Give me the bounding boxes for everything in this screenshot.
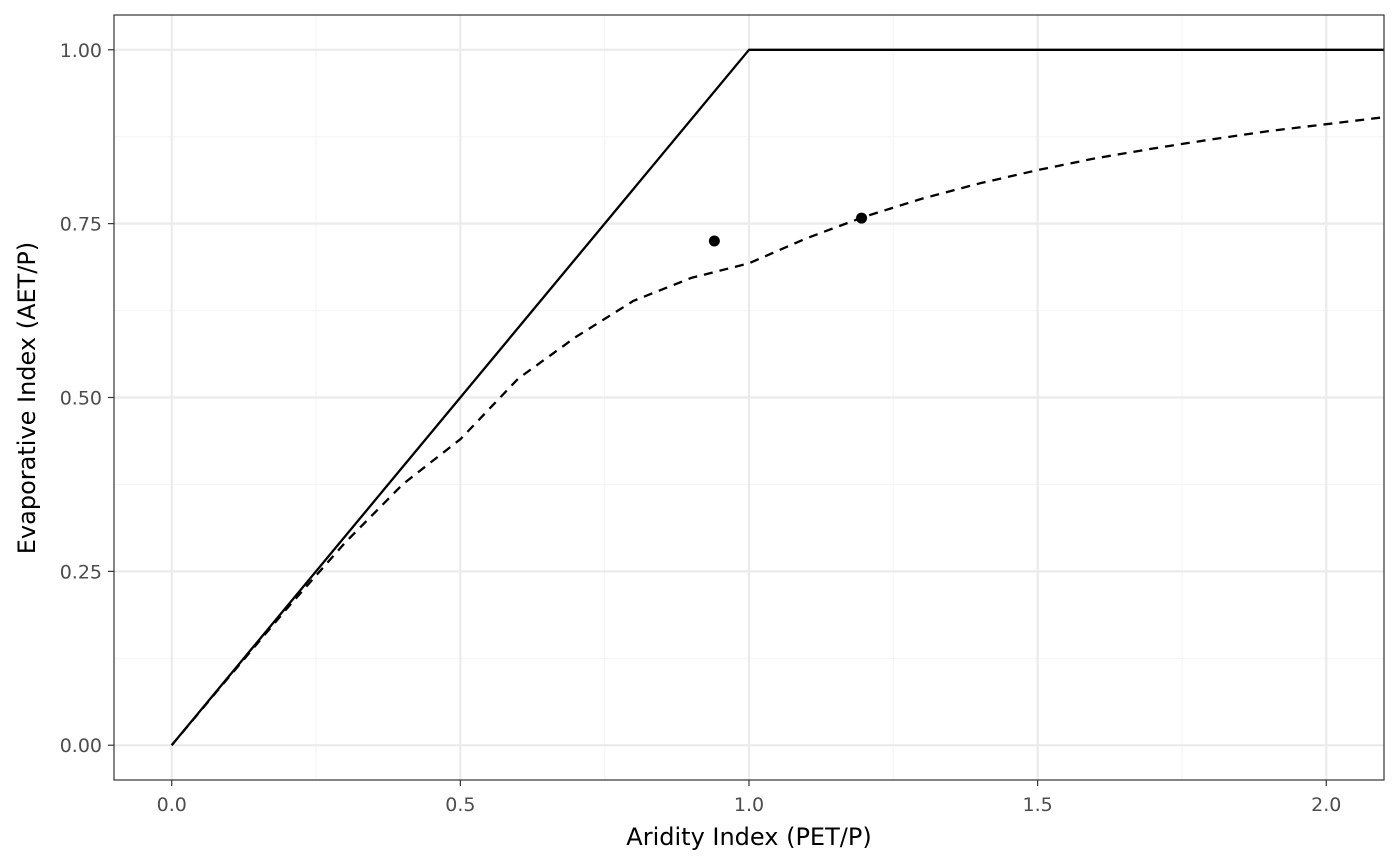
plot-content <box>170 48 1385 746</box>
y-tick-label: 1.00 <box>60 40 102 62</box>
x-tick-label: 2.0 <box>1311 794 1341 816</box>
y-axis-title: Evaporative Index (AET/P) <box>13 242 41 554</box>
x-axis: 0.0 0.5 1.0 1.5 2.0 <box>157 780 1341 816</box>
y-tick-label: 0.75 <box>60 214 102 236</box>
y-axis: 0.00 0.25 0.50 0.75 1.00 <box>60 40 114 757</box>
y-tick-label: 0.25 <box>60 561 102 583</box>
data-point <box>856 212 868 224</box>
x-tick-label: 0.5 <box>445 794 475 816</box>
y-tick-label: 0.50 <box>60 388 102 410</box>
energy-water-limit-line <box>170 48 1384 746</box>
budyko-curve-line <box>170 116 1385 746</box>
x-tick-label: 0.0 <box>157 794 187 816</box>
x-tick-label: 1.5 <box>1023 794 1053 816</box>
x-axis-title: Aridity Index (PET/P) <box>626 823 871 851</box>
x-tick-label: 1.0 <box>734 794 764 816</box>
y-tick-label: 0.00 <box>60 735 102 757</box>
data-point <box>708 235 720 247</box>
